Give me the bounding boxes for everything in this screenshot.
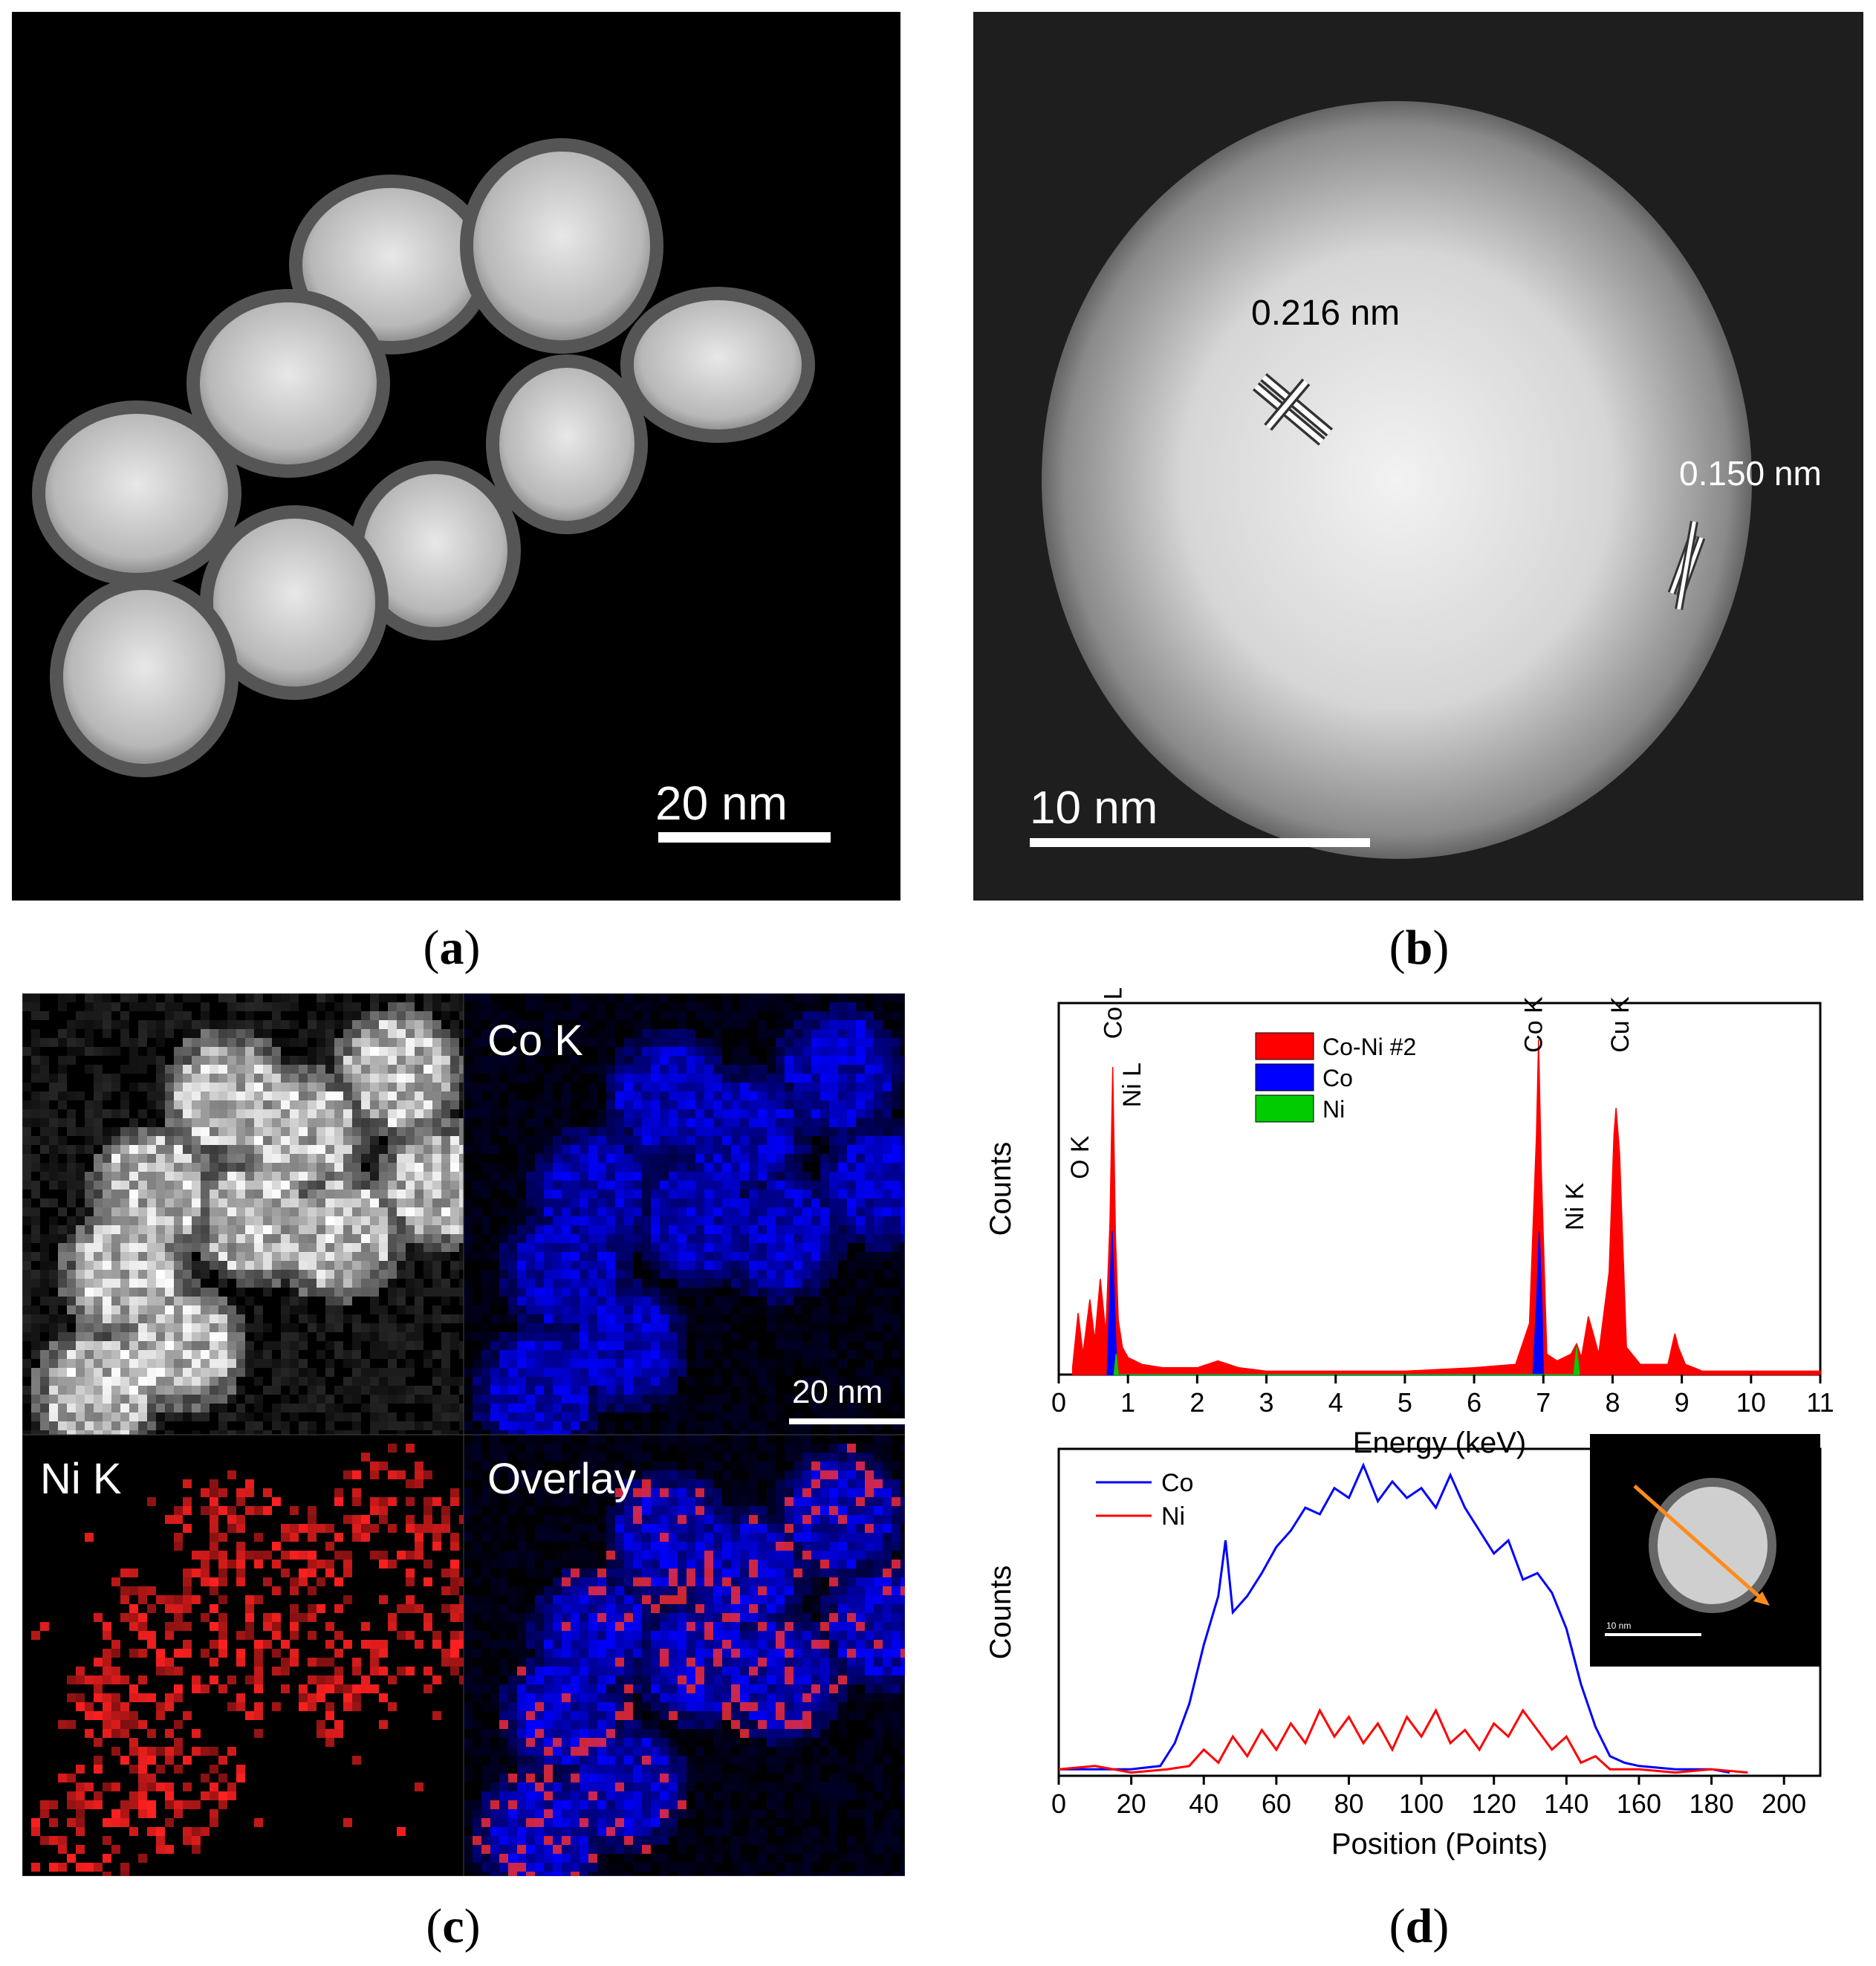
map-title-ni: Ni K <box>40 1455 122 1503</box>
profile-legend-label-1: Ni <box>1161 1502 1185 1531</box>
scale-bar-b <box>1030 838 1370 847</box>
spectrum-legend-swatch-2 <box>1255 1094 1314 1123</box>
nanoparticles <box>32 138 815 777</box>
spectrum-peak-label-2: Ni L <box>1118 1063 1146 1107</box>
scale-label-a: 20 nm <box>655 776 788 830</box>
spectrum-peak-label-4: Ni K <box>1561 1182 1589 1230</box>
map-title-co: Co K <box>487 1016 583 1065</box>
lattice-marker-2 <box>1667 520 1706 611</box>
haadf-image-a: 20 nm <box>12 12 900 901</box>
eds-spectrum-chart: 0 1 2 3 4 5 6 7 8 9 10 11 Energy (keV) Counts Co-Ni #2… <box>981 986 1872 1464</box>
spectrum-xtick-label-10: 10 <box>1736 1387 1766 1418</box>
spectrum-xtick-label-0: 0 <box>1051 1387 1066 1418</box>
hrstem-image-b: 0.216 nm 0.150 nm 10 nm <box>973 12 1863 901</box>
eds-map-tile-1 <box>463 993 909 1439</box>
spectrum-peak-label-1: Co L <box>1100 988 1128 1039</box>
spectrum-series-1 <box>1106 1230 1545 1375</box>
spectrum-series-0 <box>1071 1039 1821 1375</box>
spectrum-peak-label-0: O K <box>1066 1135 1094 1179</box>
spectrum-legend-label-2: Ni <box>1322 1096 1345 1123</box>
spectrum-legend-swatch-0 <box>1255 1032 1314 1060</box>
spectrum-xtick-label-6: 6 <box>1467 1387 1481 1418</box>
profile-xtick-label-6: 120 <box>1472 1788 1516 1819</box>
profile-xtick-label-1: 20 <box>1117 1788 1146 1819</box>
spectrum-xtick-label-9: 9 <box>1675 1387 1690 1418</box>
profile-xtick-label-2: 40 <box>1189 1788 1218 1819</box>
lattice-marker-1 <box>1252 373 1334 446</box>
line-profile-svg: Co Ni 0 20 40 60 80 100 120 140 160 180 200 Position … <box>984 1430 1822 1860</box>
spectrum-xlabel: Energy (keV) <box>1353 1427 1526 1459</box>
spectrum-xtick-label-8: 8 <box>1605 1387 1620 1418</box>
spectrum-peak-label-5: Cu K <box>1606 996 1635 1053</box>
inset-scale-label: 10 nm <box>1606 1621 1631 1631</box>
hrstem-image-b-svg <box>1030 101 1752 859</box>
spectrum-plot-frame <box>1057 1002 1822 1376</box>
profile-xtick-label-4: 80 <box>1334 1788 1363 1819</box>
spectrum-series-2 <box>1113 1347 1580 1375</box>
map-title-overlay: Overlay <box>487 1455 636 1503</box>
profile-legend-label-0: Co <box>1161 1469 1193 1497</box>
eds-map-grid: Co K Ni K Overlay 20 nm <box>22 993 915 1881</box>
profile-series-0 <box>1059 1462 1730 1774</box>
nanoparticle-core <box>1042 101 1752 859</box>
spectrum-xtick-label-3: 3 <box>1259 1387 1274 1418</box>
eds-map-tile-3 <box>463 1434 909 1881</box>
panel-label-c: (c) <box>426 1899 481 1953</box>
profile-ylabel: Counts <box>984 1566 1017 1660</box>
spectrum-legend-label-0: Co-Ni #2 <box>1322 1034 1416 1060</box>
scale-bar-c <box>789 1418 915 1424</box>
spectrum-legend-swatch-1 <box>1255 1063 1314 1091</box>
annotation-0216: 0.216 nm <box>1251 293 1400 333</box>
spectrum-xtick-label-11: 11 <box>1806 1387 1834 1418</box>
eds-map-svg <box>22 993 909 1881</box>
profile-xtick-label-5: 100 <box>1399 1788 1444 1819</box>
haadf-image-a-svg <box>32 138 831 843</box>
eds-map-tile-2 <box>22 1434 468 1881</box>
inset-scale-bar <box>1605 1633 1701 1636</box>
panel-label-a: (a) <box>423 921 481 975</box>
line-profile-chart: Co Ni 0 20 40 60 80 100 120 140 160 180 200 Position … <box>981 1430 1872 1880</box>
profile-xtick-label-9: 180 <box>1690 1788 1734 1819</box>
profile-xlabel: Position (Points) <box>1331 1828 1548 1860</box>
eds-map-tile-0 <box>22 993 468 1439</box>
spectrum-ylabel: Counts <box>984 1142 1017 1236</box>
profile-xtick-label-3: 60 <box>1262 1788 1291 1819</box>
spectrum-legend-label-1: Co <box>1322 1065 1353 1091</box>
profile-series-1 <box>1058 1707 1748 1774</box>
scale-label-b: 10 nm <box>1030 782 1158 834</box>
spectrum-xtick-label-4: 4 <box>1328 1387 1343 1418</box>
profile-xtick-label-8: 160 <box>1617 1788 1661 1819</box>
profile-inset-image: 10 nm <box>1590 1430 1820 1667</box>
panel-label-b: (b) <box>1389 921 1450 975</box>
annotation-0150: 0.150 nm <box>1679 454 1822 493</box>
eds-spectrum-svg: 0 1 2 3 4 5 6 7 8 9 10 11 Energy (keV) Counts Co-Ni #2… <box>984 986 1834 1459</box>
profile-xtick-label-7: 140 <box>1544 1788 1588 1819</box>
scale-label-c: 20 nm <box>792 1374 883 1410</box>
spectrum-xtick-label-1: 1 <box>1120 1387 1135 1418</box>
profile-xtick-label-0: 0 <box>1051 1788 1066 1819</box>
panel-label-d: (d) <box>1389 1899 1450 1953</box>
profile-line-arrow <box>1633 1485 1766 1603</box>
profile-xtick-label-10: 200 <box>1762 1788 1806 1819</box>
spectrum-xtick-label-5: 5 <box>1398 1387 1412 1418</box>
scale-bar-a <box>658 832 831 843</box>
spectrum-xtick-label-7: 7 <box>1536 1387 1551 1418</box>
spectrum-xtick-label-2: 2 <box>1189 1387 1204 1418</box>
spectrum-peak-label-3: Co K <box>1519 996 1548 1053</box>
